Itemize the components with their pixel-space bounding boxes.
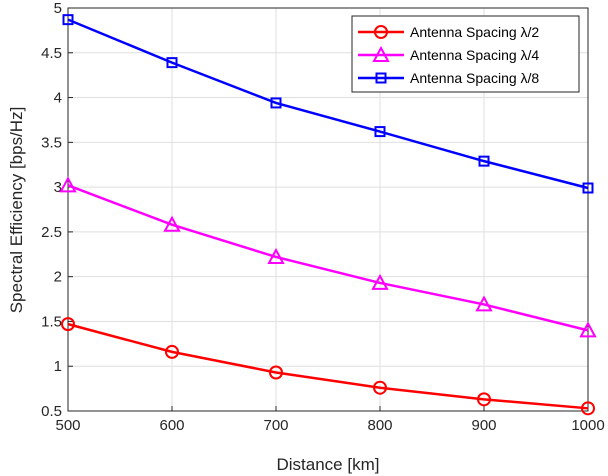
data-point (166, 57, 178, 69)
y-tick-label: 4.5 (41, 45, 62, 62)
y-tick-label: 2.5 (41, 224, 62, 241)
plot-area (67, 7, 589, 412)
y-tick-label: 1 (54, 358, 62, 375)
x-tick-label: 500 (55, 417, 80, 434)
x-tick-label: 600 (159, 417, 184, 434)
legend-marker (374, 25, 388, 39)
legend: Antenna Spacing λ/2 Antenna Spacing λ/4 An… (351, 15, 580, 93)
data-point (267, 247, 285, 264)
legend-marker (375, 72, 387, 84)
data-point (59, 176, 77, 193)
y-tick-label: 2 (54, 269, 62, 286)
data-point (163, 215, 181, 232)
x-axis-label: Distance [km] (277, 455, 380, 474)
x-tick-label: 900 (471, 417, 496, 434)
data-point (475, 295, 493, 312)
y-tick-label: 1.5 (41, 313, 62, 330)
axis-ticks: 500 600 700 800 900 1000 0.5 1 1.5 2 2.5 3 3.5 4 4.5 5 (41, 0, 605, 434)
y-tick-label: 5 (54, 0, 62, 17)
data-point (477, 392, 491, 407)
series-2 (59, 176, 597, 338)
data-point (165, 344, 179, 359)
series-3 (62, 14, 594, 194)
y-tick-label: 3 (54, 179, 62, 196)
series-line (67, 184, 589, 332)
data-point (62, 14, 74, 26)
data-point (269, 365, 283, 380)
x-tick-label: 1000 (571, 417, 604, 434)
data-point (371, 273, 389, 290)
data-point (270, 97, 282, 109)
y-axis-label: Spectral Efficiency [bps/Hz] (7, 107, 26, 314)
legend-label: Antenna Spacing λ/8 (410, 70, 539, 86)
legend-marker (372, 45, 390, 62)
data-point (478, 155, 490, 167)
data-point (581, 401, 595, 416)
y-tick-label: 0.5 (41, 403, 62, 420)
legend-label: Antenna Spacing λ/4 (410, 47, 539, 63)
data-point (373, 380, 387, 395)
series-line (67, 18, 589, 190)
data-point (579, 321, 597, 338)
legend-label: Antenna Spacing λ/2 (410, 24, 539, 40)
data-point (582, 182, 594, 194)
series-lines (59, 14, 597, 416)
data-point (61, 317, 75, 332)
y-tick-label: 4 (54, 90, 62, 107)
series-line (67, 322, 589, 410)
y-tick-label: 3.5 (41, 134, 62, 151)
data-point (374, 126, 386, 138)
x-tick-label: 800 (367, 417, 392, 434)
x-tick-label: 700 (263, 417, 288, 434)
series-1 (61, 317, 595, 416)
